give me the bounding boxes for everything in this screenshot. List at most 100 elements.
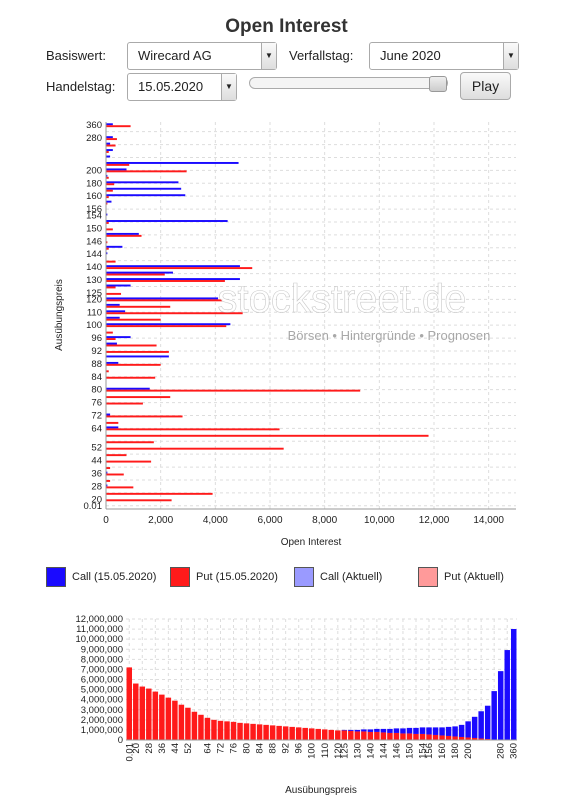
bar-put[interactable] bbox=[380, 732, 387, 740]
bar-call[interactable] bbox=[484, 705, 491, 739]
bar-put[interactable] bbox=[282, 726, 289, 740]
bar-put[interactable] bbox=[289, 726, 295, 740]
bar-call[interactable] bbox=[106, 303, 120, 306]
bar-put[interactable] bbox=[478, 738, 484, 740]
bar-put[interactable] bbox=[276, 725, 282, 740]
bar-call[interactable] bbox=[106, 297, 219, 300]
legend-item-put-aktuell[interactable]: Put (Aktuell) bbox=[418, 567, 504, 587]
bar-call[interactable] bbox=[106, 278, 240, 281]
bar-call[interactable] bbox=[439, 727, 445, 736]
bar-put[interactable] bbox=[452, 736, 458, 740]
bar-put[interactable] bbox=[426, 734, 432, 740]
bar-call[interactable] bbox=[471, 716, 478, 738]
bar-call[interactable] bbox=[106, 142, 111, 145]
bar-call[interactable] bbox=[106, 174, 108, 177]
bar-call[interactable] bbox=[413, 727, 419, 734]
bar-call[interactable] bbox=[361, 729, 367, 732]
bar-call[interactable] bbox=[478, 711, 484, 739]
bar-call[interactable] bbox=[511, 628, 517, 740]
handelstag-select[interactable]: 15.05.2020 ▼ bbox=[127, 73, 237, 101]
bar-call[interactable] bbox=[106, 200, 112, 203]
bar-put[interactable] bbox=[106, 350, 169, 353]
bar-call[interactable] bbox=[106, 336, 131, 339]
bar-call[interactable] bbox=[106, 265, 240, 268]
bar-put[interactable] bbox=[146, 688, 152, 740]
bar-call[interactable] bbox=[419, 727, 426, 734]
bar-put[interactable] bbox=[106, 428, 280, 431]
bar-call[interactable] bbox=[341, 729, 348, 731]
bar-call[interactable] bbox=[106, 361, 119, 364]
bar-put[interactable] bbox=[106, 479, 111, 482]
bar-put[interactable] bbox=[106, 370, 109, 373]
bar-put[interactable] bbox=[106, 196, 109, 199]
legend-item-call-current-day[interactable]: Call (15.05.2020) bbox=[46, 567, 156, 587]
bar-call[interactable] bbox=[106, 310, 126, 313]
bar-put[interactable] bbox=[106, 499, 172, 502]
bar-put[interactable] bbox=[367, 731, 374, 740]
bar-put[interactable] bbox=[419, 733, 426, 740]
bar-call[interactable] bbox=[380, 728, 387, 733]
bar-put[interactable] bbox=[159, 694, 165, 740]
bar-put[interactable] bbox=[458, 736, 465, 740]
bar-call[interactable] bbox=[106, 323, 231, 326]
bar-put[interactable] bbox=[106, 221, 109, 224]
slider-handle[interactable] bbox=[429, 76, 447, 92]
bar-put[interactable] bbox=[106, 492, 213, 495]
bar-call[interactable] bbox=[348, 729, 354, 731]
bar-call[interactable] bbox=[426, 727, 432, 735]
bar-put[interactable] bbox=[106, 176, 109, 179]
bar-call[interactable] bbox=[106, 316, 120, 319]
bar-call[interactable] bbox=[106, 187, 182, 190]
bar-put[interactable] bbox=[106, 125, 131, 128]
bar-call[interactable] bbox=[106, 149, 113, 152]
bar-put[interactable] bbox=[471, 737, 478, 740]
bar-put[interactable] bbox=[348, 730, 354, 740]
bar-put[interactable] bbox=[393, 732, 400, 740]
bar-put[interactable] bbox=[295, 727, 302, 740]
legend-item-put-current-day[interactable]: Put (15.05.2020) bbox=[170, 567, 278, 587]
bar-put[interactable] bbox=[106, 421, 119, 424]
bar-put[interactable] bbox=[106, 228, 113, 231]
bar-put[interactable] bbox=[106, 189, 113, 192]
bar-put[interactable] bbox=[106, 389, 361, 392]
bar-put[interactable] bbox=[106, 473, 124, 476]
bar-put[interactable] bbox=[445, 735, 452, 740]
bar-put[interactable] bbox=[106, 267, 253, 270]
bar-call[interactable] bbox=[458, 724, 465, 737]
bar-put[interactable] bbox=[387, 732, 393, 740]
bar-call[interactable] bbox=[106, 123, 113, 126]
verfallstag-select[interactable]: June 2020 ▼ bbox=[369, 42, 519, 70]
bar-call[interactable] bbox=[106, 471, 108, 474]
bar-call[interactable] bbox=[497, 671, 504, 740]
bar-put[interactable] bbox=[178, 704, 185, 740]
bar-put[interactable] bbox=[308, 728, 315, 740]
bar-put[interactable] bbox=[106, 376, 156, 379]
bar-call[interactable] bbox=[106, 426, 119, 429]
bar-call[interactable] bbox=[106, 161, 239, 164]
bar-put[interactable] bbox=[106, 260, 116, 263]
bar-put[interactable] bbox=[106, 441, 154, 444]
bar-put[interactable] bbox=[256, 724, 263, 740]
bar-put[interactable] bbox=[106, 163, 130, 166]
bar-call[interactable] bbox=[354, 729, 361, 732]
bar-put[interactable] bbox=[106, 363, 161, 366]
legend-item-call-aktuell[interactable]: Call (Aktuell) bbox=[294, 567, 382, 587]
bar-put[interactable] bbox=[204, 717, 211, 740]
bar-call[interactable] bbox=[106, 484, 108, 487]
bar-call[interactable] bbox=[406, 727, 413, 734]
bar-call[interactable] bbox=[106, 413, 111, 416]
bar-put[interactable] bbox=[322, 729, 328, 740]
bar-put[interactable] bbox=[335, 730, 341, 740]
bar-put[interactable] bbox=[165, 697, 172, 740]
bar-put[interactable] bbox=[263, 724, 269, 740]
bar-put[interactable] bbox=[106, 396, 171, 399]
bar-call[interactable] bbox=[465, 721, 471, 738]
bar-put[interactable] bbox=[126, 667, 132, 740]
bar-put[interactable] bbox=[106, 286, 116, 289]
bar-put[interactable] bbox=[106, 434, 429, 437]
bar-put[interactable] bbox=[106, 151, 109, 153]
bar-put[interactable] bbox=[133, 683, 139, 740]
bar-put[interactable] bbox=[106, 331, 113, 334]
bar-call[interactable] bbox=[106, 155, 111, 158]
bar-put[interactable] bbox=[406, 733, 413, 740]
